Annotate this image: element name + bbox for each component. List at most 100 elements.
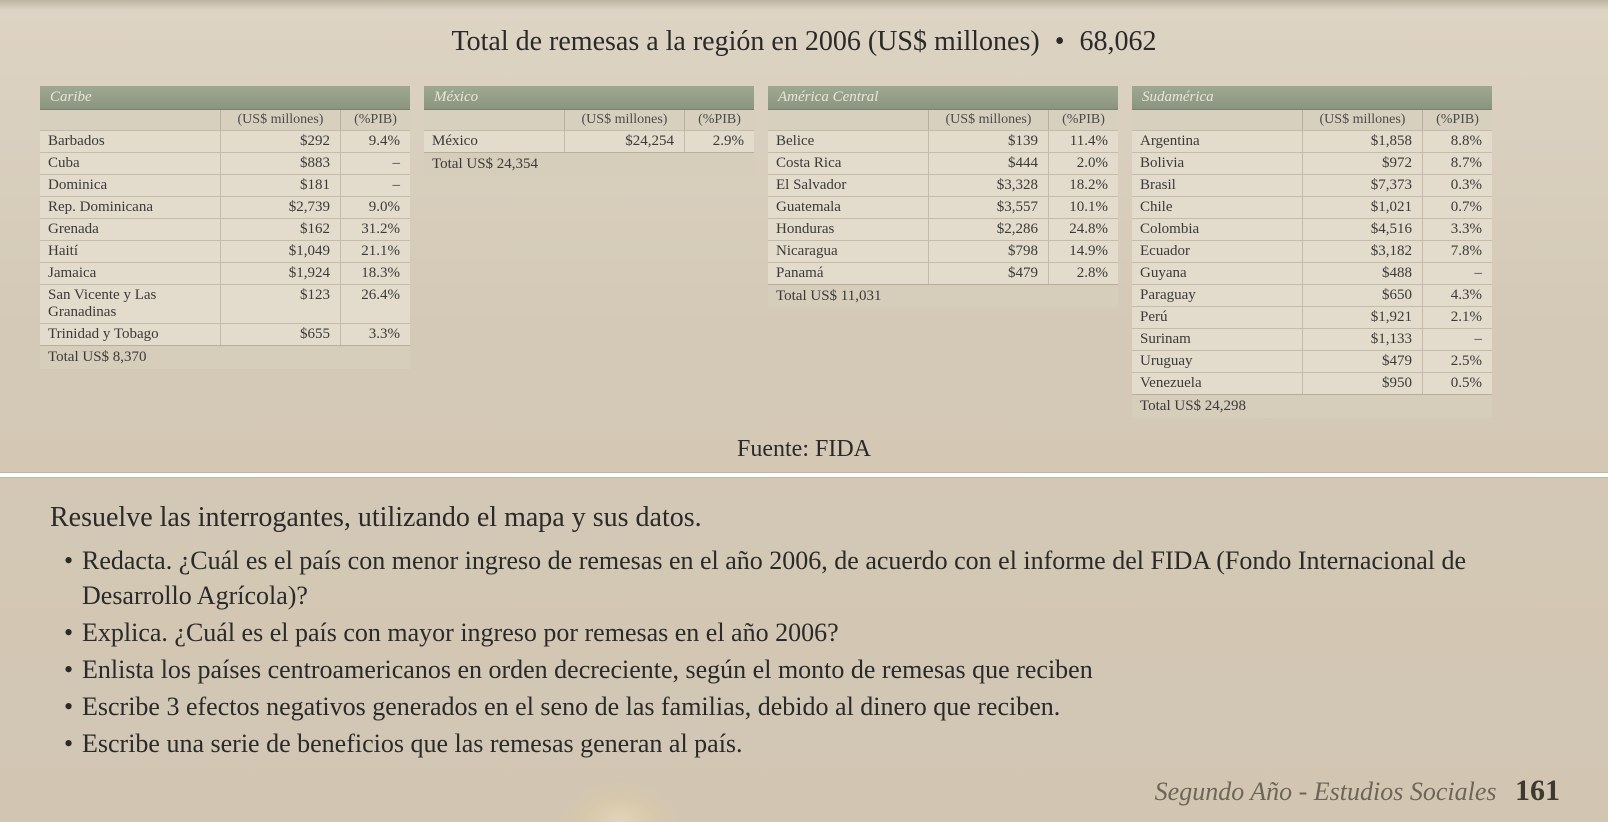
cell-country: Paraguay xyxy=(1132,285,1302,306)
col-head-mexico: (US$ millones) (%PIB) xyxy=(424,110,754,130)
cell-pib: 8.7% xyxy=(1422,153,1492,174)
cell-country: Honduras xyxy=(768,219,928,240)
cell-pib: 8.8% xyxy=(1422,131,1492,152)
cell-pib: 2.0% xyxy=(1048,153,1118,174)
table-row: Rep. Dominicana$2,7399.0% xyxy=(40,196,410,218)
table-row: Dominica$181– xyxy=(40,174,410,196)
table-row: Guyana$488– xyxy=(1132,262,1492,284)
cell-pib: 0.7% xyxy=(1422,197,1492,218)
cell-amount: $1,924 xyxy=(220,263,340,284)
table-row: Trinidad y Tobago$6553.3% xyxy=(40,323,410,345)
source-label: Fuente: FIDA xyxy=(40,436,1568,463)
cell-pib: 2.9% xyxy=(684,131,754,152)
table-row: San Vicente y Las Granadinas$12326.4% xyxy=(40,284,410,323)
table-row: Argentina$1,8588.8% xyxy=(1132,130,1492,152)
question-item: Enlista los países centroamericanos en o… xyxy=(64,652,1558,687)
cell-pib: 9.0% xyxy=(340,197,410,218)
col-pib-label: (%PIB) xyxy=(684,110,754,130)
cell-country: Colombia xyxy=(1132,219,1302,240)
question-item: Escribe una serie de beneficios que las … xyxy=(64,726,1558,761)
table-row: Panamá$4792.8% xyxy=(768,262,1118,284)
cell-country: Jamaica xyxy=(40,263,220,284)
page-number: 161 xyxy=(1515,774,1560,807)
col-amount-label: (US$ millones) xyxy=(1302,110,1422,130)
table-caribe: Caribe (US$ millones) (%PIB) Barbados$29… xyxy=(40,86,410,369)
cell-pib: 21.1% xyxy=(340,241,410,262)
cell-pib: 26.4% xyxy=(340,285,410,323)
cell-country: Rep. Dominicana xyxy=(40,197,220,218)
cell-amount: $7,373 xyxy=(1302,175,1422,196)
total-central: Total US$ 11,031 xyxy=(768,284,1118,308)
table-row: Perú$1,9212.1% xyxy=(1132,306,1492,328)
cell-country: Dominica xyxy=(40,175,220,196)
cell-country: Guyana xyxy=(1132,263,1302,284)
cell-country: Barbados xyxy=(40,131,220,152)
cell-pib: 2.1% xyxy=(1422,307,1492,328)
question-item: Explica. ¿Cuál es el país con mayor ingr… xyxy=(64,615,1558,650)
table-row: Costa Rica$4442.0% xyxy=(768,152,1118,174)
cell-pib: – xyxy=(340,153,410,174)
cell-country: Grenada xyxy=(40,219,220,240)
table-row: Brasil$7,3730.3% xyxy=(1132,174,1492,196)
footer-text: Segundo Año - Estudios Sociales xyxy=(1155,777,1497,806)
question-item: Redacta. ¿Cuál es el país con menor ingr… xyxy=(64,543,1558,613)
table-mexico: México (US$ millones) (%PIB) México$24,2… xyxy=(424,86,754,176)
col-amount-label: (US$ millones) xyxy=(220,110,340,130)
cell-amount: $4,516 xyxy=(1302,219,1422,240)
page-top-shadow xyxy=(0,0,1608,10)
col-head-caribe: (US$ millones) (%PIB) xyxy=(40,110,410,130)
col-pib-label: (%PIB) xyxy=(1422,110,1492,130)
cell-amount: $3,182 xyxy=(1302,241,1422,262)
total-sudam: Total US$ 24,298 xyxy=(1132,394,1492,418)
cell-country: Argentina xyxy=(1132,131,1302,152)
cell-amount: $162 xyxy=(220,219,340,240)
cell-country: Trinidad y Tobago xyxy=(40,324,220,345)
cell-pib: 4.3% xyxy=(1422,285,1492,306)
cell-pib: 14.9% xyxy=(1048,241,1118,262)
cell-pib: 10.1% xyxy=(1048,197,1118,218)
cell-amount: $181 xyxy=(220,175,340,196)
table-row: Guatemala$3,55710.1% xyxy=(768,196,1118,218)
textbook-page: Total de remesas a la región en 2006 (US… xyxy=(0,0,1608,822)
questions-list: Redacta. ¿Cuál es el país con menor ingr… xyxy=(50,543,1558,762)
table-row: Honduras$2,28624.8% xyxy=(768,218,1118,240)
total-caribe: Total US$ 8,370 xyxy=(40,345,410,369)
cell-amount: $798 xyxy=(928,241,1048,262)
cell-amount: $444 xyxy=(928,153,1048,174)
cell-amount: $24,254 xyxy=(564,131,684,152)
cell-country: Ecuador xyxy=(1132,241,1302,262)
cell-amount: $1,921 xyxy=(1302,307,1422,328)
cell-amount: $3,328 xyxy=(928,175,1048,196)
cell-country: México xyxy=(424,131,564,152)
table-row: Cuba$883– xyxy=(40,152,410,174)
table-central: América Central (US$ millones) (%PIB) Be… xyxy=(768,86,1118,308)
cell-pib: 2.5% xyxy=(1422,351,1492,372)
table-header-sudam: Sudamérica xyxy=(1132,86,1492,110)
page-footer: Segundo Año - Estudios Sociales 161 xyxy=(1155,774,1560,808)
cell-pib: 11.4% xyxy=(1048,131,1118,152)
cell-amount: $139 xyxy=(928,131,1048,152)
cell-country: Bolivia xyxy=(1132,153,1302,174)
cell-amount: $650 xyxy=(1302,285,1422,306)
col-amount-label: (US$ millones) xyxy=(564,110,684,130)
col-pib-label: (%PIB) xyxy=(340,110,410,130)
page-thumb-shadow xyxy=(560,782,680,822)
cell-amount: $3,557 xyxy=(928,197,1048,218)
cell-amount: $972 xyxy=(1302,153,1422,174)
table-row: Colombia$4,5163.3% xyxy=(1132,218,1492,240)
cell-pib: 3.3% xyxy=(1422,219,1492,240)
table-row: Paraguay$6504.3% xyxy=(1132,284,1492,306)
col-amount-label: (US$ millones) xyxy=(928,110,1048,130)
cell-amount: $479 xyxy=(928,263,1048,284)
cell-country: Costa Rica xyxy=(768,153,928,174)
total-mexico: Total US$ 24,354 xyxy=(424,152,754,176)
title-bullet: • xyxy=(1055,26,1065,57)
rows-mexico: México$24,2542.9% xyxy=(424,130,754,152)
table-row: México$24,2542.9% xyxy=(424,130,754,152)
cell-pib: 24.8% xyxy=(1048,219,1118,240)
cell-pib: 2.8% xyxy=(1048,263,1118,284)
cell-amount: $883 xyxy=(220,153,340,174)
cell-country: Cuba xyxy=(40,153,220,174)
table-sudam: Sudamérica (US$ millones) (%PIB) Argenti… xyxy=(1132,86,1492,418)
questions-block: Resuelve las interrogantes, utilizando e… xyxy=(40,495,1568,761)
